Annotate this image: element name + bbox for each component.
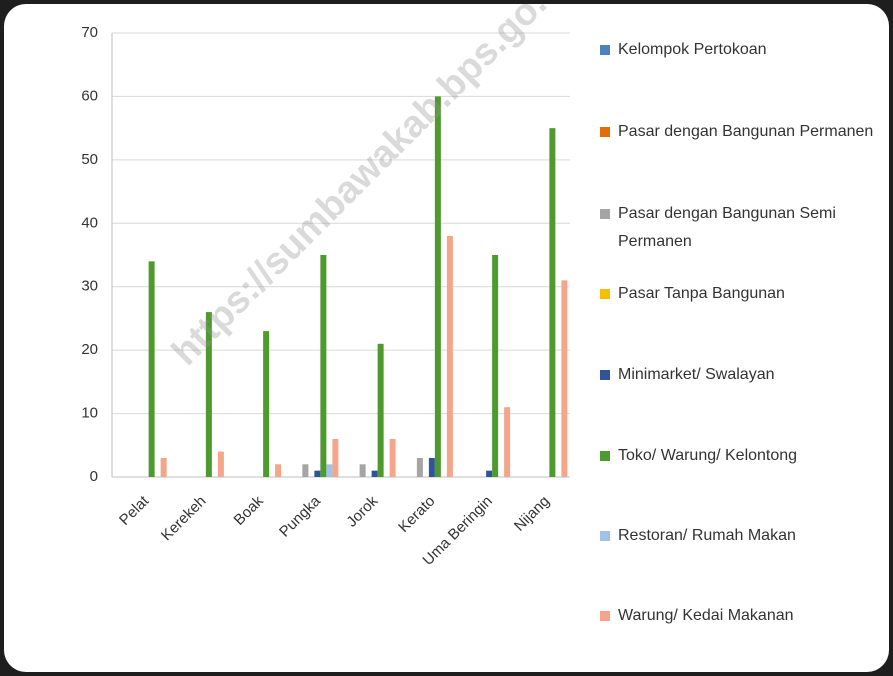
legend-swatch — [600, 289, 610, 299]
bar — [428, 457, 435, 477]
bar — [314, 470, 321, 477]
bar — [332, 438, 339, 477]
legend-swatch — [600, 370, 610, 380]
bar — [359, 464, 366, 477]
legend-swatch — [600, 127, 610, 137]
x-tick-label: Kerekeh — [158, 493, 210, 545]
bar — [160, 457, 167, 477]
chart-frame: 0 10 20 30 40 50 60 70 Pelat Kerekeh Boak Pungka Jor… — [4, 4, 889, 672]
y-tick-label: 0 — [90, 468, 98, 485]
legend-swatch — [600, 531, 610, 541]
legend-item: Pasar dengan Bangunan Semi Permanen — [596, 200, 889, 256]
legend-swatch — [600, 209, 610, 219]
legend-label: Warung/ Kedai Makanan — [618, 607, 794, 624]
legend-label: Pasar dengan Bangunan Semi Permanen — [618, 205, 836, 250]
legend-label: Minimarket/ Swalayan — [618, 366, 775, 383]
bar — [275, 464, 282, 477]
legend-item: Restoran/ Rumah Makan — [596, 522, 889, 550]
legend-swatch — [600, 611, 610, 621]
bar — [320, 255, 327, 477]
bar — [263, 331, 270, 477]
bar — [148, 261, 155, 477]
y-tick-label: 40 — [81, 214, 98, 231]
bar — [205, 312, 212, 477]
x-tick-label: Pungka — [276, 492, 324, 540]
bar — [549, 128, 556, 477]
x-tick-label: Boak — [231, 492, 268, 529]
bar — [389, 438, 396, 477]
legend-item: Kelompok Pertokoan — [596, 36, 889, 64]
y-tick-label: 70 — [81, 24, 98, 41]
legend-label: Toko/ Warung/ Kelontong — [618, 447, 798, 464]
legend-swatch — [600, 45, 610, 55]
y-tick-label: 30 — [81, 278, 98, 295]
legend-item: Toko/ Warung/ Kelontong — [596, 442, 889, 470]
legend-item: Pasar dengan Bangunan Permanen — [596, 118, 889, 146]
legend-swatch — [600, 451, 610, 461]
bar — [561, 280, 568, 477]
bar — [486, 470, 493, 477]
legend-label: Pasar Tanpa Bangunan — [618, 285, 785, 302]
bar — [416, 457, 423, 477]
bar — [217, 451, 224, 477]
bar — [326, 464, 333, 477]
bar — [302, 464, 309, 477]
y-tick-label: 50 — [81, 151, 98, 168]
legend-label: Kelompok Pertokoan — [618, 41, 767, 58]
chart: 0 10 20 30 40 50 60 70 Pelat Kerekeh Boak Pungka Jor… — [81, 24, 570, 569]
legend-label: Restoran/ Rumah Makan — [618, 527, 796, 544]
y-tick-label: 20 — [81, 341, 98, 358]
bar — [492, 255, 499, 477]
x-tick-label: Jorok — [343, 492, 381, 530]
y-tick-label: 60 — [81, 87, 98, 104]
legend-item: Pasar Tanpa Bangunan — [596, 280, 889, 308]
y-tick-label: 10 — [81, 405, 98, 422]
bar — [446, 235, 453, 477]
legend-item: Minimarket/ Swalayan — [596, 361, 889, 389]
bar — [504, 407, 511, 477]
legend-label: Pasar dengan Bangunan Permanen — [618, 123, 874, 140]
x-tick-label: Nijang — [511, 493, 553, 535]
bar — [434, 96, 441, 477]
bar — [371, 470, 378, 477]
legend-item: Warung/ Kedai Makanan — [596, 602, 889, 630]
x-tick-label: Pelat — [116, 492, 153, 529]
x-tick-label: Kerato — [395, 493, 438, 536]
bar — [377, 343, 384, 477]
